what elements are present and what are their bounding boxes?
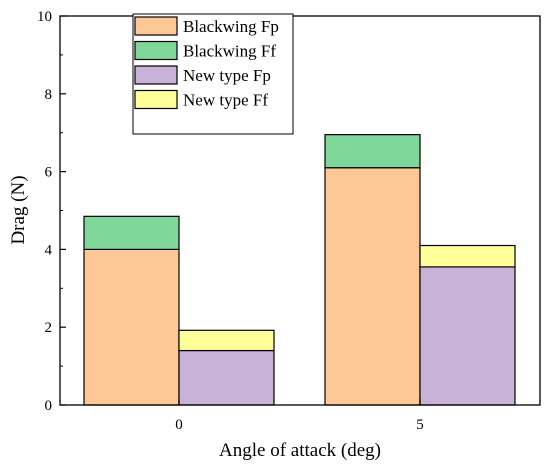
bar-blackwing-ff-0 — [83, 215, 180, 251]
legend-swatch-new-type-fp — [134, 65, 178, 85]
bar-new-type-ff-5 — [419, 244, 516, 268]
legend-label-blackwing-fp: Blackwing Fp — [183, 17, 279, 36]
legend-swatch-blackwing-fp — [134, 16, 178, 36]
bar-blackwing-fp-0 — [83, 248, 180, 406]
y-tick-label: 10 — [37, 9, 52, 25]
y-axis: 0 2 4 6 8 10 — [37, 9, 66, 414]
y-tick-label: 6 — [45, 165, 53, 181]
y-axis-title: Drag (N) — [8, 175, 29, 244]
y-tick-label: 0 — [45, 398, 53, 414]
legend-label-new-type-ff: New type Ff — [183, 91, 268, 110]
x-axis-title: Angle of attack (deg) — [219, 440, 381, 461]
legend-label-new-type-fp: New type Fp — [183, 66, 271, 85]
bar-layer — [83, 134, 516, 406]
legend-label-blackwing-ff: Blackwing Ff — [183, 42, 276, 61]
legend-swatch-new-type-ff — [134, 89, 178, 110]
y-tick-label: 4 — [45, 242, 53, 258]
x-tick-label: 5 — [416, 417, 424, 433]
bar-blackwing-ff-5 — [324, 134, 421, 169]
y-tick-label: 2 — [45, 320, 53, 336]
bar-new-type-fp-5 — [419, 266, 516, 406]
legend: Blackwing Fp Blackwing Ff New type Fp New t… — [132, 13, 294, 135]
x-tick-label: 0 — [175, 417, 183, 433]
y-tick-label: 8 — [45, 87, 53, 103]
bar-blackwing-fp-5 — [324, 167, 421, 406]
legend-swatch-blackwing-ff — [134, 40, 178, 61]
bar-new-type-fp-0 — [178, 349, 275, 406]
bar-new-type-ff-0 — [178, 329, 275, 352]
